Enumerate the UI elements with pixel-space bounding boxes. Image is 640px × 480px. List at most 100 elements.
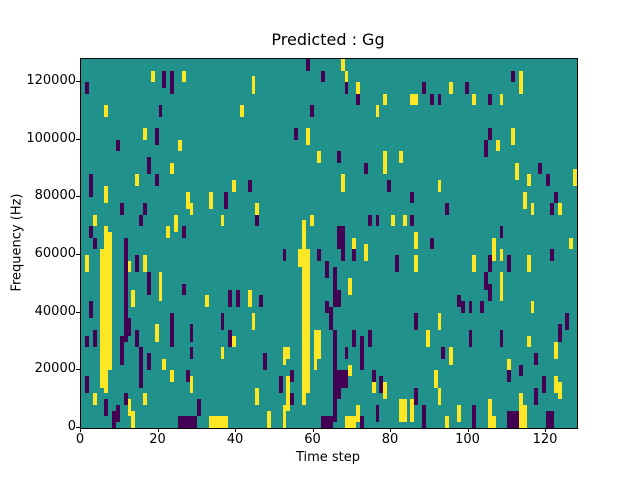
heatmap-cell: [557, 324, 562, 342]
heatmap-cell: [495, 139, 500, 152]
heatmap-cell: [115, 139, 120, 152]
heatmap-cell: [414, 93, 419, 106]
heatmap-cell: [208, 191, 213, 209]
heatmap-cell: [228, 289, 233, 307]
heatmap-cell: [251, 312, 256, 330]
heatmap-cell: [127, 318, 132, 336]
heatmap-cell: [336, 289, 341, 307]
chart-title: Predicted : Gg: [271, 30, 385, 49]
heatmap-cell: [88, 174, 93, 181]
heatmap-cell: [123, 393, 128, 405]
heatmap-cell: [84, 255, 89, 273]
heatmap-cell: [546, 410, 554, 428]
heatmap-cell: [332, 329, 337, 423]
heatmap-cell: [429, 237, 434, 250]
heatmap-cell: [414, 387, 419, 405]
heatmap-cell: [294, 128, 298, 140]
heatmap-cell: [282, 249, 287, 261]
heatmap-cell: [464, 82, 469, 94]
heatmap-cell: [251, 76, 256, 94]
heatmap-cell: [511, 128, 515, 146]
heatmap-cell: [344, 370, 349, 388]
heatmap-cell: [286, 393, 291, 411]
heatmap-cell: [247, 289, 252, 307]
heatmap-cell: [456, 404, 461, 423]
heatmap-cell: [356, 404, 360, 423]
y-tick-mark: [76, 81, 80, 83]
heatmap-cell: [398, 399, 407, 423]
heatmap-cell: [336, 370, 341, 400]
heatmap-cell: [255, 387, 260, 405]
heatmap-cell: [321, 416, 333, 428]
heatmap-cell: [170, 70, 174, 94]
heatmap-cell: [135, 174, 140, 186]
heatmap-cell: [553, 341, 558, 359]
heatmap-cell: [170, 370, 174, 382]
heatmap-cell: [282, 404, 287, 428]
heatmap-cell: [197, 399, 202, 417]
heatmap-cell: [391, 214, 395, 227]
heatmap-cell: [263, 353, 267, 371]
heatmap-cell: [433, 370, 438, 388]
heatmap-cell: [518, 364, 523, 377]
heatmap-cell: [170, 312, 174, 330]
heatmap-cell: [468, 301, 473, 313]
heatmap-cell: [356, 93, 360, 106]
y-tick-mark: [76, 369, 80, 371]
heatmap-cell: [189, 376, 194, 394]
heatmap-cell: [305, 128, 310, 146]
heatmap-cell: [460, 301, 465, 313]
heatmap-cell: [104, 226, 109, 394]
y-tick-label: 100000: [26, 130, 76, 146]
y-tick-mark: [76, 427, 80, 428]
heatmap-cell: [329, 306, 333, 330]
heatmap-cell: [162, 358, 167, 371]
heatmap-cell: [301, 220, 306, 405]
heatmap-cell: [546, 174, 550, 186]
heatmap-cell: [259, 295, 264, 307]
heatmap-cell: [232, 335, 236, 348]
heatmap-cell: [158, 105, 163, 117]
heatmap-cell: [177, 139, 182, 152]
heatmap-cell: [309, 214, 314, 227]
x-tick-mark: [157, 428, 159, 432]
heatmap-cell: [549, 203, 554, 215]
heatmap-plot: [80, 58, 578, 429]
heatmap-cell: [526, 174, 531, 186]
heatmap-cell: [104, 185, 109, 204]
heatmap-cell: [135, 329, 140, 348]
heatmap-cell: [402, 214, 407, 227]
heatmap-cell: [518, 404, 527, 428]
heatmap-cell: [437, 312, 442, 330]
heatmap-cell: [565, 312, 570, 330]
x-tick-mark: [467, 428, 469, 432]
heatmap-cell: [220, 214, 225, 227]
x-tick-label: 60: [304, 432, 321, 447]
heatmap-cell: [317, 151, 322, 163]
heatmap-cell: [383, 151, 388, 175]
heatmap-cell: [348, 364, 353, 377]
heatmap-cell: [325, 301, 329, 313]
heatmap-cell: [398, 151, 403, 163]
heatmap-cell: [104, 105, 109, 117]
heatmap-cell: [340, 370, 345, 388]
y-tick-label: 0: [67, 419, 76, 434]
heatmap-cell: [92, 329, 97, 348]
heatmap-cell: [189, 324, 194, 342]
heatmap-cell: [518, 393, 523, 411]
heatmap-cell: [449, 82, 453, 94]
heatmap-cell: [236, 289, 240, 307]
heatmap-cell: [522, 191, 527, 209]
y-tick-mark: [76, 311, 80, 313]
heatmap-cell: [484, 139, 488, 158]
heatmap-cell: [143, 203, 147, 215]
heatmap-cell: [383, 93, 388, 106]
heatmap-cell: [298, 249, 302, 267]
heatmap-cell: [511, 70, 515, 83]
x-axis-label: Time step: [295, 450, 361, 465]
heatmap-cell: [112, 410, 116, 428]
heatmap-cell: [456, 295, 461, 307]
heatmap-cell: [305, 249, 310, 394]
heatmap-cell: [487, 283, 492, 302]
